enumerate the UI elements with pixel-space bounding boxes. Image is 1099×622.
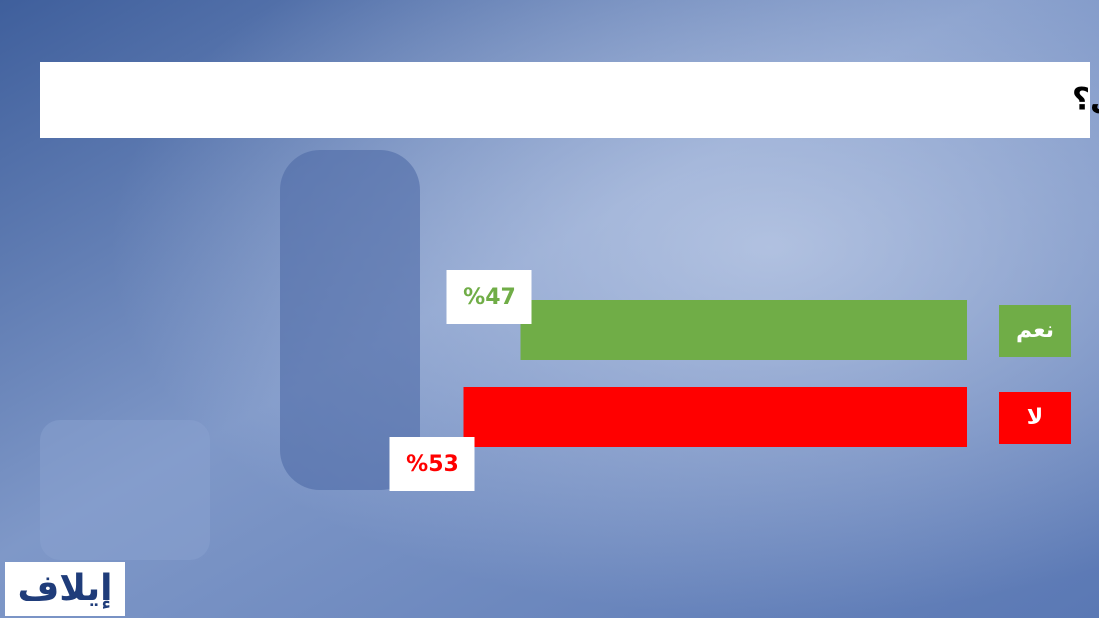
category-label: نعم: [1016, 318, 1054, 343]
bar: [520, 300, 967, 360]
category-box: [999, 305, 1071, 357]
category-label: لا: [1027, 405, 1043, 430]
logo-box: [5, 562, 125, 616]
value-label-box: [446, 270, 532, 324]
title-banner: [40, 62, 1090, 138]
bar: [463, 387, 967, 447]
value-label-box: [389, 437, 475, 491]
logo: إيلاف: [17, 568, 112, 609]
background-figure: [280, 150, 420, 490]
category-box: [999, 392, 1071, 444]
value-label: %53: [406, 452, 459, 477]
value-label: %47: [463, 285, 516, 310]
background-suitcase: [40, 420, 210, 560]
chart-title: هل آن أوان رفع إجراءات كورونا الوقائية ف…: [1072, 79, 1099, 118]
